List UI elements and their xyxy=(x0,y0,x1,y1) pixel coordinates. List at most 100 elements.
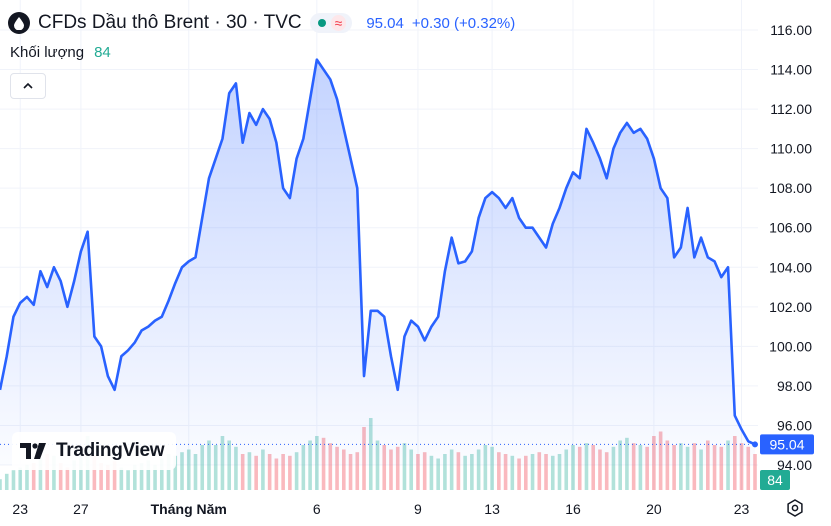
volume-bar xyxy=(564,449,569,490)
volume-bar xyxy=(631,443,636,490)
tradingview-logo[interactable]: TradingView xyxy=(12,432,176,470)
tradingview-text: TradingView xyxy=(56,440,165,461)
volume-bar xyxy=(153,464,157,490)
volume-bar xyxy=(240,454,245,490)
volume-bar xyxy=(544,454,548,490)
volume-bar xyxy=(672,445,676,490)
volume-bar xyxy=(584,443,589,490)
volume-bar xyxy=(254,455,258,490)
volume-bar xyxy=(274,458,279,490)
y-tick-label: 104.00 xyxy=(769,259,812,275)
volume-bar xyxy=(308,440,312,490)
approx-icon: ≈ xyxy=(330,15,347,31)
volume-bar xyxy=(618,440,622,490)
volume-bar xyxy=(645,446,649,490)
last-point[interactable] xyxy=(752,441,758,448)
volume-bar xyxy=(31,463,36,490)
volume-bar xyxy=(598,449,602,490)
volume-bar xyxy=(665,440,670,490)
volume-bar xyxy=(524,455,528,490)
volume-bar xyxy=(699,449,703,490)
volume-bar xyxy=(72,460,76,490)
volume-bar xyxy=(58,463,63,490)
volume-bar xyxy=(119,467,124,490)
x-tick-label: 20 xyxy=(646,501,662,517)
volume-bar xyxy=(483,445,488,490)
volume-bar xyxy=(348,454,353,490)
symbol-title[interactable]: CFDs Dầu thô Brent · 30 · TVC xyxy=(38,12,302,33)
chart-header: CFDs Dầu thô Brent · 30 · TVC ≈ 95.04 +0… xyxy=(8,8,515,38)
volume-bar xyxy=(712,445,717,490)
volume-bar xyxy=(193,454,198,490)
volume-bar xyxy=(537,452,542,490)
x-tick-label: 13 xyxy=(484,501,500,517)
y-tick-label: 108.00 xyxy=(769,180,812,196)
y-tick-label: 116.00 xyxy=(770,22,812,38)
y-tick-label: 98.00 xyxy=(777,378,812,394)
volume-bar xyxy=(112,461,117,490)
volume-bar xyxy=(611,446,616,490)
volume-bar xyxy=(146,460,151,490)
volume-bar xyxy=(490,446,494,490)
volume-bar xyxy=(443,454,447,490)
collapse-legend-button[interactable] xyxy=(10,73,46,99)
market-status[interactable]: ≈ xyxy=(309,13,353,33)
volume-bar xyxy=(577,446,582,490)
y-tick-label: 106.00 xyxy=(769,220,812,236)
y-tick-label: 110.00 xyxy=(770,141,812,157)
volume-bar xyxy=(422,452,427,490)
volume-bar xyxy=(106,464,110,490)
last-volume-label: 84 xyxy=(767,472,783,488)
oil-drop-icon xyxy=(8,12,30,34)
volume-value: 84 xyxy=(94,44,111,61)
volume-bar xyxy=(719,446,724,490)
volume-bar xyxy=(133,464,137,490)
volume-bar xyxy=(213,445,218,490)
volume-bar xyxy=(706,440,710,490)
x-tick-label: 6 xyxy=(313,501,321,517)
volume-bar xyxy=(294,452,299,490)
last-price-label: 95.04 xyxy=(769,436,804,452)
volume-bar xyxy=(402,443,407,490)
volume-bar xyxy=(126,470,130,490)
volume-bar xyxy=(200,445,205,490)
volume-bar xyxy=(180,452,184,490)
volume-bar xyxy=(159,458,164,490)
volume-bar xyxy=(436,458,440,490)
volume-bar xyxy=(517,458,521,490)
volume-bar xyxy=(395,446,400,490)
volume-bar xyxy=(38,458,43,490)
gear-icon xyxy=(787,499,803,517)
x-tick-label: 23 xyxy=(734,501,750,517)
volume-bar xyxy=(281,454,285,490)
last-price: 95.04 xyxy=(366,14,404,32)
volume-bar xyxy=(416,454,420,490)
volume-bar xyxy=(503,454,508,490)
volume-bar xyxy=(328,443,333,490)
volume-bar xyxy=(267,454,272,490)
volume-bar xyxy=(463,455,467,490)
volume-bar xyxy=(497,452,501,490)
volume-bar xyxy=(557,454,562,490)
volume-bar xyxy=(234,446,238,490)
volume-bar xyxy=(375,440,380,490)
volume-bar xyxy=(591,445,596,490)
volume-bar xyxy=(25,464,29,490)
volume-bar xyxy=(65,467,70,490)
chart-settings-button[interactable] xyxy=(784,497,806,519)
y-tick-label: 96.00 xyxy=(777,417,812,433)
volume-bar xyxy=(685,446,690,490)
volume-bar xyxy=(4,473,9,490)
x-tick-label: 23 xyxy=(12,501,28,517)
volume-bar xyxy=(449,449,454,490)
volume-bar xyxy=(173,455,178,490)
volume-bar xyxy=(247,452,252,490)
volume-label: Khối lượng xyxy=(10,44,85,61)
volume-bar xyxy=(470,454,474,490)
volume-bar xyxy=(739,443,744,490)
y-tick-label: 112.00 xyxy=(770,101,812,117)
volume-bar xyxy=(99,463,103,490)
volume-bar xyxy=(746,446,751,490)
price-line[interactable] xyxy=(0,58,756,446)
x-tick-label: 9 xyxy=(414,501,422,517)
